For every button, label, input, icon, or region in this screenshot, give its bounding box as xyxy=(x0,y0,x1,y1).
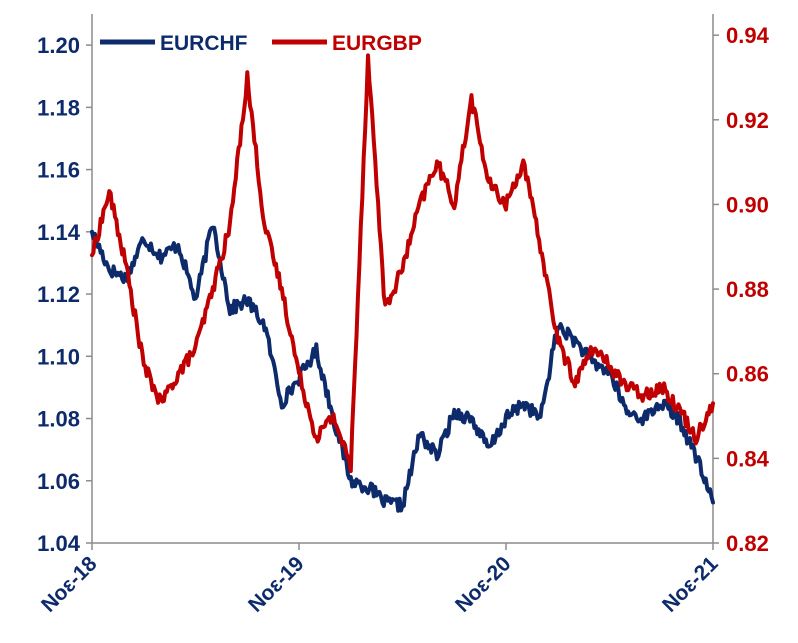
right-tick-label: 0.82 xyxy=(726,531,769,556)
left-tick-label: 1.16 xyxy=(37,158,80,183)
legend-label-eurchf: EURCHF xyxy=(160,32,248,55)
left-tick-label: 1.04 xyxy=(37,531,81,556)
right-tick-label: 0.92 xyxy=(726,108,769,133)
left-tick-label: 1.10 xyxy=(37,344,80,369)
left-tick-label: 1.18 xyxy=(37,95,80,120)
left-tick-label: 1.20 xyxy=(37,33,80,58)
left-tick-label: 1.14 xyxy=(37,220,81,245)
left-tick-label: 1.08 xyxy=(37,407,80,432)
right-tick-label: 0.84 xyxy=(726,446,770,471)
x-tick-label: Νοε-19 xyxy=(244,552,309,617)
left-tick-label: 1.06 xyxy=(37,469,80,494)
right-tick-label: 0.90 xyxy=(726,192,769,217)
x-tick-label: Νοε-21 xyxy=(658,552,723,617)
series-line-eurgbp xyxy=(90,53,715,474)
series-layer xyxy=(90,53,715,513)
right-tick-label: 0.94 xyxy=(726,23,770,48)
x-tick-label: Νοε-20 xyxy=(451,552,516,617)
x-tick-label: Νοε-18 xyxy=(37,552,102,617)
right-tick-label: 0.88 xyxy=(726,277,769,302)
right-tick-label: 0.86 xyxy=(726,362,769,387)
left-tick-label: 1.12 xyxy=(37,282,80,307)
legend: EURCHF EURGBP xyxy=(100,32,422,55)
axes: 1.04 1.06 1.08 1.10 1.12 1.14 1.16 1.18 1.20 0.82… xyxy=(37,14,770,617)
legend-label-eurgbp: EURGBP xyxy=(332,32,422,55)
